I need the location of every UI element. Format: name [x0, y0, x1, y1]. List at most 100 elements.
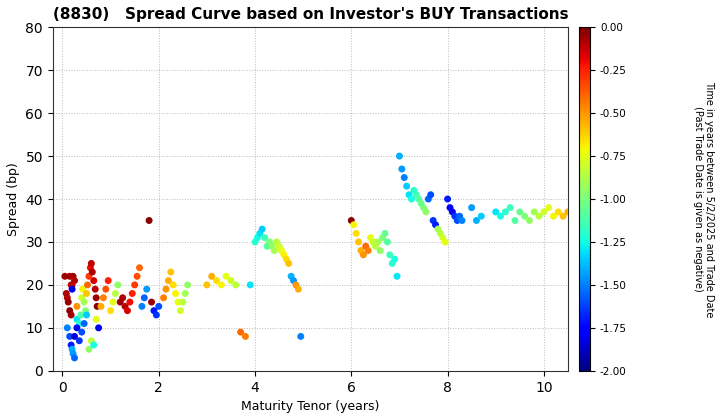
Point — [66, 281, 78, 288]
Point — [374, 247, 386, 254]
Point — [88, 341, 99, 348]
Point — [153, 303, 164, 310]
Point — [271, 239, 282, 245]
Point — [348, 221, 359, 228]
Point — [420, 209, 432, 215]
Point — [245, 281, 256, 288]
Point — [143, 217, 155, 224]
Point — [401, 183, 413, 189]
Point — [206, 273, 217, 280]
Point — [175, 307, 186, 314]
Point — [259, 234, 271, 241]
Point — [109, 290, 121, 297]
Point — [430, 221, 441, 228]
Point — [170, 290, 181, 297]
Point — [66, 312, 77, 318]
Point — [423, 196, 434, 202]
Point — [78, 320, 90, 327]
Point — [66, 281, 77, 288]
Point — [490, 209, 501, 215]
Point — [150, 312, 162, 318]
Point — [437, 234, 449, 241]
Point — [446, 209, 458, 215]
Point — [543, 204, 554, 211]
Point — [88, 277, 99, 284]
Point — [451, 217, 463, 224]
Point — [91, 294, 102, 301]
Point — [131, 273, 143, 280]
Point — [98, 294, 109, 301]
Point — [73, 320, 85, 327]
Point — [396, 165, 408, 172]
Point — [442, 196, 454, 202]
Point — [134, 264, 145, 271]
Point — [161, 286, 172, 293]
Point — [148, 307, 160, 314]
Point — [163, 277, 174, 284]
Point — [367, 239, 379, 245]
Point — [398, 174, 410, 181]
Point — [355, 247, 366, 254]
Point — [158, 294, 169, 301]
Point — [66, 286, 78, 293]
Point — [548, 213, 559, 220]
Point — [71, 316, 83, 323]
Point — [141, 286, 153, 293]
Point — [86, 269, 98, 276]
Point — [346, 217, 357, 224]
Point — [369, 243, 381, 249]
Point — [519, 213, 531, 220]
Point — [292, 286, 304, 293]
Point — [408, 187, 420, 194]
Point — [182, 281, 194, 288]
Point — [372, 239, 384, 245]
Point — [283, 260, 294, 267]
Point — [215, 281, 227, 288]
Point — [523, 217, 535, 224]
Point — [127, 290, 138, 297]
Point — [394, 153, 405, 160]
Point — [81, 312, 92, 318]
Point — [220, 273, 232, 280]
Y-axis label: Spread (bp): Spread (bp) — [7, 162, 20, 236]
Point — [379, 230, 391, 237]
Point — [360, 243, 372, 249]
Point — [418, 204, 429, 211]
Point — [230, 281, 241, 288]
Point — [391, 273, 402, 280]
Point — [78, 299, 90, 305]
Point — [382, 239, 393, 245]
Point — [76, 294, 88, 301]
Point — [165, 269, 176, 276]
Point — [82, 281, 94, 288]
Point — [495, 213, 506, 220]
Point — [439, 239, 451, 245]
Point — [102, 277, 114, 284]
Point — [456, 217, 468, 224]
Point — [84, 346, 95, 353]
Point — [71, 325, 83, 331]
Point — [201, 281, 212, 288]
Point — [225, 277, 237, 284]
Point — [59, 273, 71, 280]
Point — [68, 333, 80, 340]
Point — [387, 260, 398, 267]
Point — [288, 277, 300, 284]
Point — [252, 234, 264, 241]
Point — [528, 209, 540, 215]
Point — [84, 273, 95, 280]
Point — [86, 260, 97, 267]
Point — [77, 286, 89, 293]
Point — [552, 209, 564, 215]
Point — [471, 217, 482, 224]
Point — [235, 329, 246, 336]
Point — [75, 312, 86, 318]
Point — [410, 192, 422, 198]
Point — [86, 337, 97, 344]
Point — [91, 316, 102, 323]
Point — [71, 303, 83, 310]
Point — [95, 303, 107, 310]
Point — [295, 333, 307, 340]
Point — [425, 192, 436, 198]
Point — [85, 264, 96, 271]
